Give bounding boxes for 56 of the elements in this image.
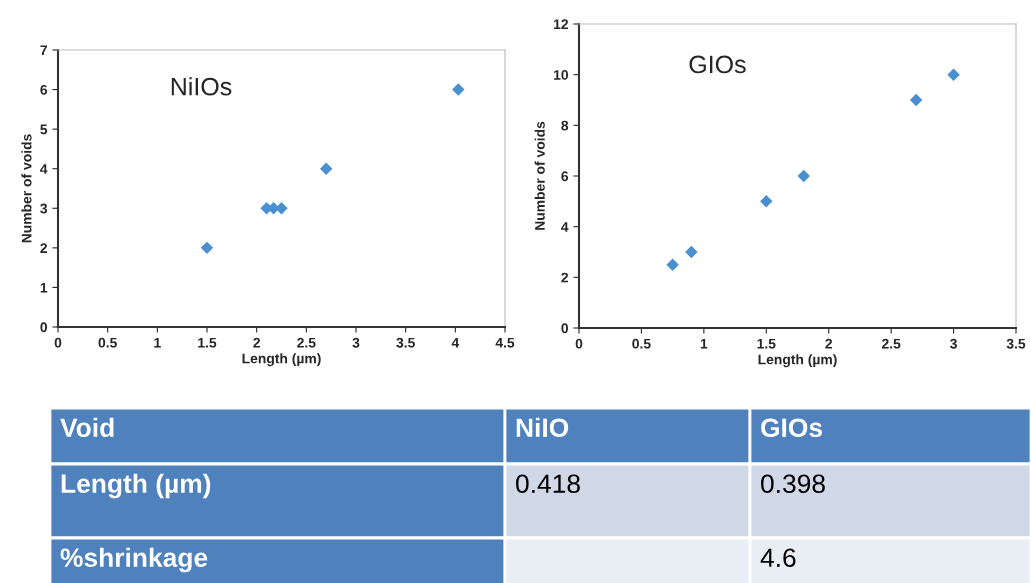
y-tick-label: 1	[40, 282, 48, 293]
x-tick-label: 1	[700, 338, 708, 349]
point	[319, 162, 333, 175]
x-tick-label: 0.5	[98, 337, 117, 348]
x-tick-label: 1.5	[198, 337, 217, 348]
point	[909, 93, 923, 107]
text: 0.398	[761, 474, 825, 494]
text: Void	[60, 417, 114, 438]
y-tick-label: 8	[561, 120, 569, 131]
x-tick-label: 0	[54, 337, 62, 348]
point	[685, 245, 698, 259]
x-tick-label: 3.5	[396, 337, 415, 348]
y-tick-label: 0	[40, 322, 48, 333]
x-tick-label: 2	[825, 338, 833, 349]
point	[200, 241, 214, 255]
point	[797, 169, 810, 183]
y-tick-label: 10	[554, 70, 569, 80]
point	[666, 258, 679, 271]
x-tick-label: 0	[575, 338, 583, 349]
x-tick-label: 2.5	[881, 338, 901, 349]
y-tick-label: 4	[561, 222, 569, 232]
text: %shrinkage	[60, 547, 208, 573]
y-tick-label: 6	[561, 171, 569, 182]
text: 4.6	[760, 548, 796, 568]
x-axis-title: Length (µm)	[242, 353, 321, 367]
text: Length (µm)	[61, 473, 211, 499]
y-tick-label: 0	[561, 323, 569, 334]
y-tick-label: 4	[40, 164, 48, 174]
x-tick-label: 0.5	[632, 338, 651, 349]
point	[947, 68, 960, 81]
y-axis-title: Number of voids	[21, 134, 32, 243]
text: NiIO	[516, 417, 569, 438]
x-tick-label: 3.5	[1006, 338, 1026, 349]
x-axis-title: Length (µm)	[758, 354, 837, 368]
y-tick-label: 3	[40, 203, 48, 214]
y-tick-label: 7	[40, 45, 47, 56]
y-axis-title: Number of voids	[534, 121, 545, 230]
x-tick-label: 4	[451, 337, 460, 348]
point	[452, 83, 465, 96]
y-tick-label: 5	[40, 124, 48, 135]
x-tick-label: 4.5	[495, 337, 515, 348]
y-tick-label: 6	[40, 84, 48, 95]
text: GIOs	[761, 418, 822, 438]
annotation: GIOs	[689, 55, 746, 74]
x-tick-label: 1.5	[757, 338, 776, 349]
text: 0.418	[516, 474, 580, 494]
y-tick-label: 2	[561, 272, 569, 283]
y-tick-label: 2	[40, 243, 48, 253]
x-tick-label: 2	[253, 337, 260, 348]
x-tick-label: 3	[950, 338, 957, 349]
point	[760, 195, 773, 208]
x-tick-label: 3	[352, 337, 360, 348]
annotation: NiIOs	[171, 77, 232, 96]
x-tick-label: 1	[154, 337, 161, 348]
x-tick-label: 2.5	[297, 337, 316, 348]
y-tick-label: 12	[554, 19, 569, 30]
